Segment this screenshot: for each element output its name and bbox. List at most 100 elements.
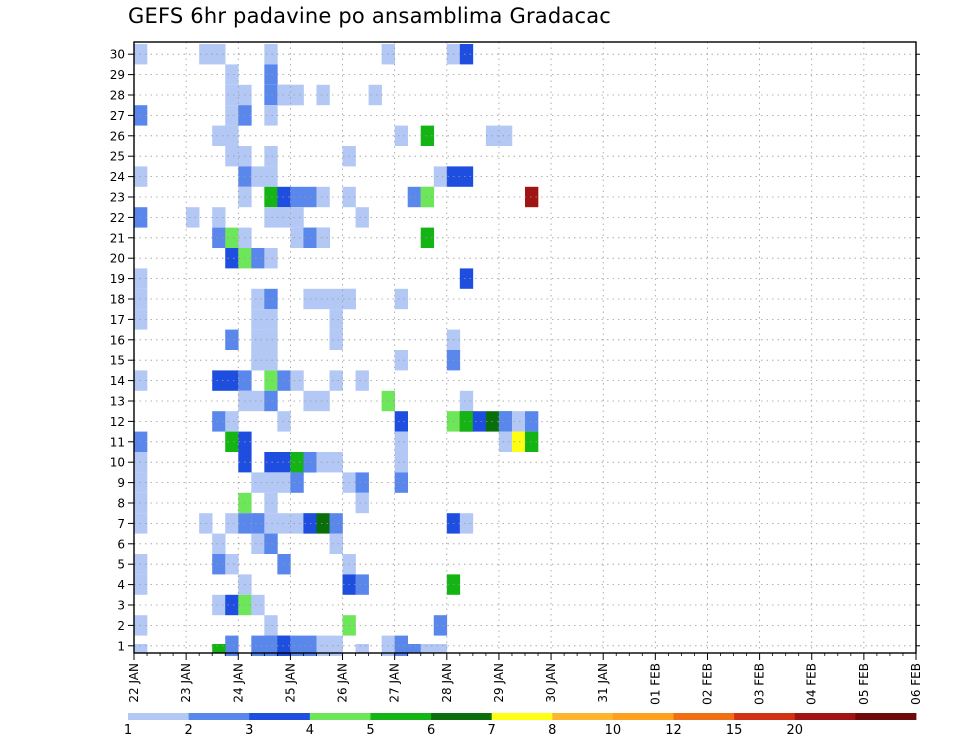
legend-label: 7 [488,723,496,738]
y-tick-label: 25 [110,150,125,164]
y-tick-label: 28 [110,89,125,103]
legend-swatch [128,713,190,720]
y-tick-label: 19 [110,272,125,286]
heatmap-cell [264,350,278,371]
heatmap-cell [368,84,382,106]
heatmap-cell [433,615,448,636]
heatmap-cell [316,513,330,534]
y-tick-label: 11 [110,435,125,449]
heatmap-cell [420,125,435,146]
heatmap-cell [264,635,278,656]
heatmap-cell [225,329,239,350]
legend-label: 15 [726,723,743,738]
heatmap-cell [355,472,369,493]
heatmap-cell [290,186,304,208]
heatmap-cell [225,594,239,616]
heatmap-cell [277,472,291,493]
heatmap-cell [277,84,291,106]
heatmap-cell [420,644,435,653]
heatmap-cell [277,186,291,208]
heatmap-cell [355,574,369,595]
heatmap-cell [433,644,448,653]
heatmap-cell [407,644,422,653]
heatmap-cell [355,644,369,653]
y-tick-label: 3 [117,599,125,613]
heatmap-cell [459,44,474,65]
x-tick-label: 25 JAN [283,663,297,703]
heatmap-cell [316,452,330,473]
y-tick-label: 27 [110,109,125,123]
heatmap-cell [420,186,435,208]
y-tick-label: 18 [110,293,125,307]
heatmap-cell [264,44,278,65]
heatmap-cell [290,513,304,534]
heatmap-cell [394,411,408,432]
heatmap-cell [212,227,226,248]
heatmap-cell [290,472,304,493]
x-tick-label: 04 FEB [805,663,819,705]
heatmap-cell [277,554,291,575]
heatmap-cell [316,288,330,310]
heatmap-cell [251,533,265,554]
x-tick-label: 27 JAN [388,663,402,703]
chart-title: GEFS 6hr padavine po ansamblima Gradacac [128,4,612,28]
heatmap-cell [472,411,487,432]
heatmap-cell [251,309,265,330]
heatmap-cell [264,533,278,554]
legend-swatch [370,713,432,720]
x-tick-label: 22 JAN [127,663,141,703]
heatmap-cell [251,166,265,187]
x-tick-label: 28 JAN [440,663,454,703]
heatmap-cell [225,84,239,106]
heatmap-cell [394,125,408,146]
heatmap-cell [264,329,278,350]
heatmap-cell [212,411,226,432]
legend-label: 12 [665,723,682,738]
heatmap-cell [225,248,239,269]
heatmap-cell [225,411,239,432]
heatmap-cell [277,411,291,432]
x-tick-label: 30 JAN [544,663,558,703]
y-tick-label: 23 [110,191,125,205]
heatmap-cell [251,594,265,616]
x-tick-label: 29 JAN [492,663,506,703]
legend-label: 10 [605,723,622,738]
legend-swatch [552,713,614,720]
heatmap-cell [225,635,239,656]
y-tick-label: 15 [110,354,125,368]
y-tick-label: 30 [110,48,125,62]
heatmap-cell [264,615,278,636]
legend-label: 6 [427,723,435,738]
heatmap-cell [251,390,265,412]
heatmap-cell [498,411,513,432]
y-tick-label: 29 [110,68,125,82]
heatmap-cell [251,288,265,310]
heatmap-cell [264,288,278,310]
legend-swatch [673,713,735,720]
heatmap-cell [264,146,278,167]
heatmap-cell [212,125,226,146]
heatmap-cell [225,513,239,534]
heatmap-cell [264,207,278,228]
legend-label: 5 [366,723,374,738]
heatmap-cell [225,554,239,575]
heatmap-cell [394,350,408,371]
heatmap-cell [459,166,474,187]
heatmap-cell [511,411,526,432]
heatmap-cell [407,186,422,208]
heatmap-cell [329,370,343,391]
legend-swatch [612,713,674,720]
heatmap-cell [329,513,343,534]
heatmap-cell [212,44,226,65]
y-tick-label: 21 [110,231,125,245]
heatmap-cell [290,207,304,228]
heatmap-cell [264,390,278,412]
heatmap-cell [355,492,369,514]
heatmap-cell [251,329,265,350]
heatmap-cell [355,370,369,391]
legend-swatch [188,713,250,720]
y-tick-label: 7 [117,517,125,531]
y-tick-label: 12 [110,415,125,429]
heatmap-cell [329,452,343,473]
